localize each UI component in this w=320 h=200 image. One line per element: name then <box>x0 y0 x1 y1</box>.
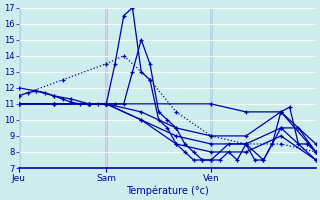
X-axis label: Température (°c): Température (°c) <box>126 185 209 196</box>
